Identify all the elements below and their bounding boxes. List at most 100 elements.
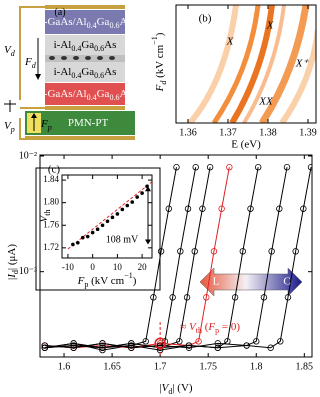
text: 0.6 xyxy=(94,71,104,80)
text: PMN-PT xyxy=(68,117,109,129)
contact xyxy=(25,136,135,140)
field-arrow xyxy=(35,74,41,80)
dot-layer xyxy=(45,55,125,62)
y-axis-label: |Id| (μA) xyxy=(6,244,21,280)
panel-label: (b) xyxy=(199,13,212,25)
text: −1 xyxy=(124,271,133,280)
text: th xyxy=(196,326,202,335)
data-point xyxy=(128,342,135,349)
layer-label: p-GaAs/Al0.4Ga0.6As xyxy=(38,88,131,103)
x-tick-label: 1.6 xyxy=(58,361,71,372)
text: | xyxy=(159,382,161,394)
data-point xyxy=(260,294,268,301)
text: n-GaAs/Al xyxy=(38,16,86,28)
data-point xyxy=(239,248,246,255)
text: p xyxy=(47,123,52,132)
text: 0.4 xyxy=(71,71,81,80)
text: | (V) xyxy=(172,382,193,394)
text: I xyxy=(6,273,18,279)
layer-label: PMN-PT xyxy=(68,117,109,129)
x-tick-label: 1.38 xyxy=(259,127,277,138)
field-arrow xyxy=(31,113,37,118)
curves xyxy=(41,164,312,354)
data-point xyxy=(191,248,198,255)
data-point xyxy=(157,248,165,255)
layer-label: n-GaAs/Al0.4Ga0.6As xyxy=(38,16,131,31)
data-point xyxy=(125,203,130,208)
text: F xyxy=(77,275,85,287)
data-point xyxy=(184,205,192,212)
text: d xyxy=(11,49,16,58)
device-diagram: n-GaAs/Al0.4Ga0.6As i-Al0.4Ga0.6As i-Al0… xyxy=(4,5,135,140)
data-point xyxy=(185,342,193,349)
data-point xyxy=(195,338,202,345)
data-point xyxy=(226,164,233,171)
data-point xyxy=(70,340,77,347)
data-point xyxy=(283,164,291,171)
plot-frame xyxy=(175,4,317,124)
symbol: Vd xyxy=(4,44,16,59)
text: | (μA) xyxy=(6,244,18,270)
direction-arrow xyxy=(199,267,303,297)
layer xyxy=(45,62,125,82)
y-tick-label: 1.72 xyxy=(43,242,59,252)
layer xyxy=(45,83,125,105)
text: As xyxy=(119,16,131,28)
x-tick-label: 1.75 xyxy=(199,361,217,372)
data-point xyxy=(140,191,144,195)
wire xyxy=(19,6,45,100)
text: ) xyxy=(154,32,166,36)
streak xyxy=(211,5,261,123)
data-point xyxy=(135,195,139,199)
x-tick-label: 20 xyxy=(138,262,148,272)
text: As xyxy=(104,66,116,78)
x-axis-label: Fp (kV cm−1) xyxy=(77,271,137,289)
data-point xyxy=(300,205,307,212)
iv-curve xyxy=(44,167,177,351)
symbol: Fp xyxy=(40,118,52,133)
data-point xyxy=(115,212,120,216)
data-point xyxy=(100,223,105,228)
text: Ga xyxy=(97,16,110,28)
layer xyxy=(45,35,125,55)
data-point xyxy=(192,164,199,171)
x-tick-label: 1.8 xyxy=(250,361,263,372)
y-axis-label: Vth xyxy=(38,210,53,223)
state-label: X xyxy=(226,36,235,48)
text: d xyxy=(168,387,172,396)
text: V xyxy=(162,382,170,394)
data-point xyxy=(268,248,275,255)
text: (kV cm xyxy=(88,275,124,287)
substrate xyxy=(25,111,135,135)
data-point xyxy=(199,205,206,212)
text: p-GaAs/Al xyxy=(38,88,86,100)
text: F xyxy=(40,118,48,130)
text: As xyxy=(119,88,131,100)
plot-frame xyxy=(39,154,313,358)
panel-label: (c) xyxy=(48,164,61,176)
text: As xyxy=(104,39,116,51)
state-label: X⁺ xyxy=(295,58,310,70)
data-point xyxy=(130,200,135,204)
text: th xyxy=(43,210,52,216)
text: ≈ xyxy=(180,321,189,333)
text: 0.4 xyxy=(71,44,81,53)
data-point xyxy=(247,205,254,212)
text: d xyxy=(159,80,168,85)
data-point xyxy=(99,342,106,349)
data-point xyxy=(276,205,283,212)
text: p xyxy=(215,326,219,335)
arrow-label: L xyxy=(213,276,220,288)
data-point xyxy=(206,164,214,171)
text: i-Al xyxy=(54,39,72,51)
x-tick-label: 1.36 xyxy=(179,127,197,138)
text: d xyxy=(32,61,37,70)
data-point xyxy=(156,340,164,347)
streak xyxy=(259,5,310,123)
x-tick-label: -10 xyxy=(62,262,74,272)
data-point xyxy=(150,294,157,301)
spectral-map xyxy=(187,5,316,123)
data-point xyxy=(203,294,210,301)
text: p xyxy=(84,280,88,289)
data-point xyxy=(142,338,149,345)
